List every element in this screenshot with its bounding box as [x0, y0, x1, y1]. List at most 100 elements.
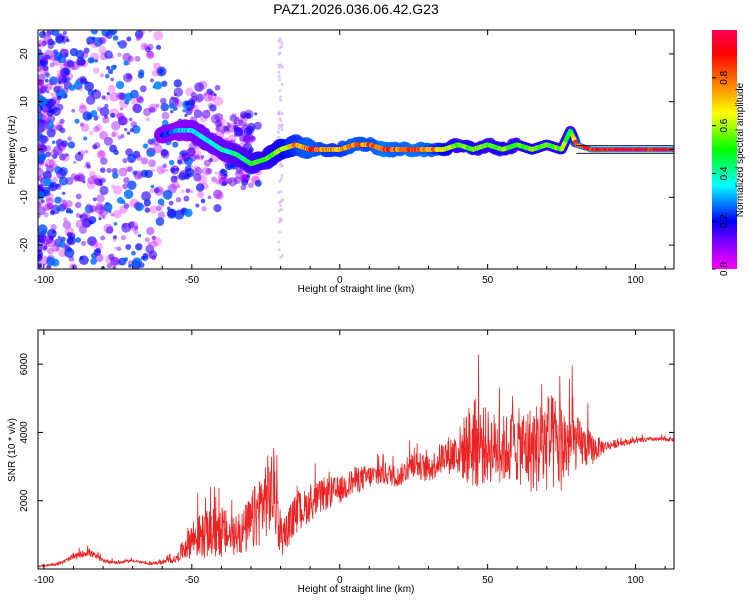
spectrogram-noise-blob: [131, 98, 139, 106]
spectrogram-noise-blob: [233, 120, 238, 125]
spectrogram-noise-blob: [116, 196, 124, 204]
spectrogram-noise-blob: [117, 113, 125, 121]
spectrogram-noise-blob: [280, 65, 284, 69]
spectrogram-noise-blob: [95, 242, 103, 251]
spectrogram-noise-blob: [75, 80, 79, 84]
spectrogram-noise-blob: [84, 80, 89, 85]
spectrogram-noise-blob: [213, 204, 222, 213]
colorbar-ticks: 0.0 0.2 0.4 0.6 0.8: [712, 70, 730, 276]
spectrogram-noise-blob: [157, 198, 165, 206]
spectrogram-noise-blob: [67, 136, 72, 141]
spectrogram-noise-blob: [172, 106, 178, 112]
spectrogram-noise-blob: [143, 107, 152, 117]
spectrogram-noise-blob: [172, 141, 179, 148]
spectrogram-x-label: Height of straight line (km): [298, 284, 415, 295]
spectrogram-noise-blob: [185, 188, 191, 194]
spectrogram-noise-blob: [95, 124, 103, 132]
spectrogram-noise-blob: [125, 166, 131, 172]
spectrogram-noise-blob: [143, 44, 148, 49]
x-tick-label: -100: [34, 275, 54, 286]
spectrogram-noise-blob: [170, 109, 174, 114]
spectrogram-noise-blob: [105, 226, 114, 234]
spectrogram-noise-blob: [130, 89, 139, 99]
spectrogram-noise-blob: [189, 188, 194, 194]
spectrogram-noise-blob: [246, 174, 251, 178]
spectrogram-noise-blob: [38, 262, 42, 268]
spectrogram-noise-blob: [38, 144, 46, 153]
spectrogram-noise-blob: [106, 65, 111, 70]
spectrogram-noise-blob: [44, 78, 49, 83]
spectrogram-noise-blob: [113, 185, 123, 195]
spectrogram-noise-blob: [122, 158, 128, 164]
spectrogram-noise-blob: [78, 150, 86, 157]
y-tick-label: -20: [19, 237, 30, 252]
spectrogram-noise-blob: [215, 126, 221, 132]
spectrogram-noise-blob: [132, 104, 139, 112]
spectrogram-noise-blob: [206, 88, 213, 95]
spectrogram-noise-blob: [124, 99, 130, 105]
spectrogram-noise-blob: [217, 173, 227, 184]
spectrogram-noise-blob: [145, 50, 155, 60]
spectrogram-noise-blob: [279, 95, 283, 99]
spectrogram-noise-blob: [51, 106, 61, 117]
spectrogram-noise-blob: [147, 30, 153, 33]
spectrogram-noise-blob: [184, 113, 188, 118]
spectrogram-noise-blob: [136, 34, 143, 41]
spectrogram-noise-blob: [277, 70, 281, 74]
spectrogram-noise-blob: [151, 255, 157, 261]
spectrogram-noise-blob: [79, 122, 84, 127]
spectrogram-noise-blob: [89, 130, 94, 135]
spectrogram-noise-blob: [73, 160, 77, 164]
spectrogram-noise-blob: [104, 50, 113, 59]
spectrogram-noise-blob: [100, 167, 106, 173]
spectrogram-noise-blob: [245, 125, 255, 135]
spectrogram-noise-blob: [135, 243, 143, 251]
spectrogram-noise-blob: [168, 103, 175, 109]
spectrogram-noise-blob: [47, 247, 54, 255]
spectrogram-noise-blob: [110, 262, 117, 269]
colorbar-tick-label: 0.4: [719, 166, 730, 180]
spectrogram-noise-blob: [279, 177, 283, 181]
spectrogram-noise-blob: [38, 175, 43, 182]
spectrogram-noise-blob: [69, 209, 74, 214]
spectrogram-noise-blob: [241, 178, 249, 186]
spectrogram-noise-blob: [153, 62, 161, 70]
spectrogram-noise-blob: [45, 202, 53, 211]
spectrogram-noise-blob: [141, 191, 152, 202]
spectrogram-noise-blob: [280, 42, 284, 46]
spectrogram-noise-blob: [279, 199, 283, 203]
spectrogram-noise-blob: [41, 55, 49, 62]
spectrogram-noise-blob: [81, 240, 87, 246]
colorbar-tick-label: 0.0: [719, 262, 730, 276]
spectrogram-noise-blob: [54, 196, 62, 204]
spectrogram-noise-blob: [55, 33, 65, 43]
spectrogram-noise-blob: [75, 49, 85, 59]
spectrogram-noise-blob: [278, 123, 282, 127]
spectrogram-noise-blob: [41, 83, 49, 91]
spectrogram-noise-blob: [63, 60, 70, 68]
spectrogram-noise-blob: [84, 150, 89, 154]
spectrogram-noise-blob: [46, 110, 54, 117]
spectrogram-noise-blob: [45, 237, 56, 248]
spectrogram-noise-blob: [111, 184, 116, 189]
spectrogram-noise-blob: [38, 233, 46, 241]
spectrogram-noise-blob: [38, 124, 45, 134]
spectrogram-noise-blob: [38, 119, 42, 125]
spectrogram-noise-blob: [277, 248, 281, 252]
spectrogram-noise-blob: [203, 92, 214, 102]
spectrogram-noise-blob: [62, 199, 67, 205]
spectrogram-noise-blob: [197, 191, 204, 199]
spectrogram-noise-blob: [108, 253, 115, 260]
spectrogram-noise-blob: [195, 93, 204, 102]
spectrogram-noise-blob: [48, 158, 56, 167]
spectrogram-noise-blob: [98, 36, 106, 44]
spectrogram-noise-blob: [278, 179, 282, 183]
spectrogram-noise-blob: [59, 118, 65, 125]
spectrogram-noise-blob: [215, 192, 224, 201]
spectrogram-noise-blob: [94, 59, 99, 63]
spectrogram-noise-blob: [57, 95, 62, 101]
spectrogram-noise-blob: [103, 202, 113, 212]
spectrogram-noise-blob: [90, 258, 97, 265]
spectrogram-noise-blob: [151, 69, 159, 77]
